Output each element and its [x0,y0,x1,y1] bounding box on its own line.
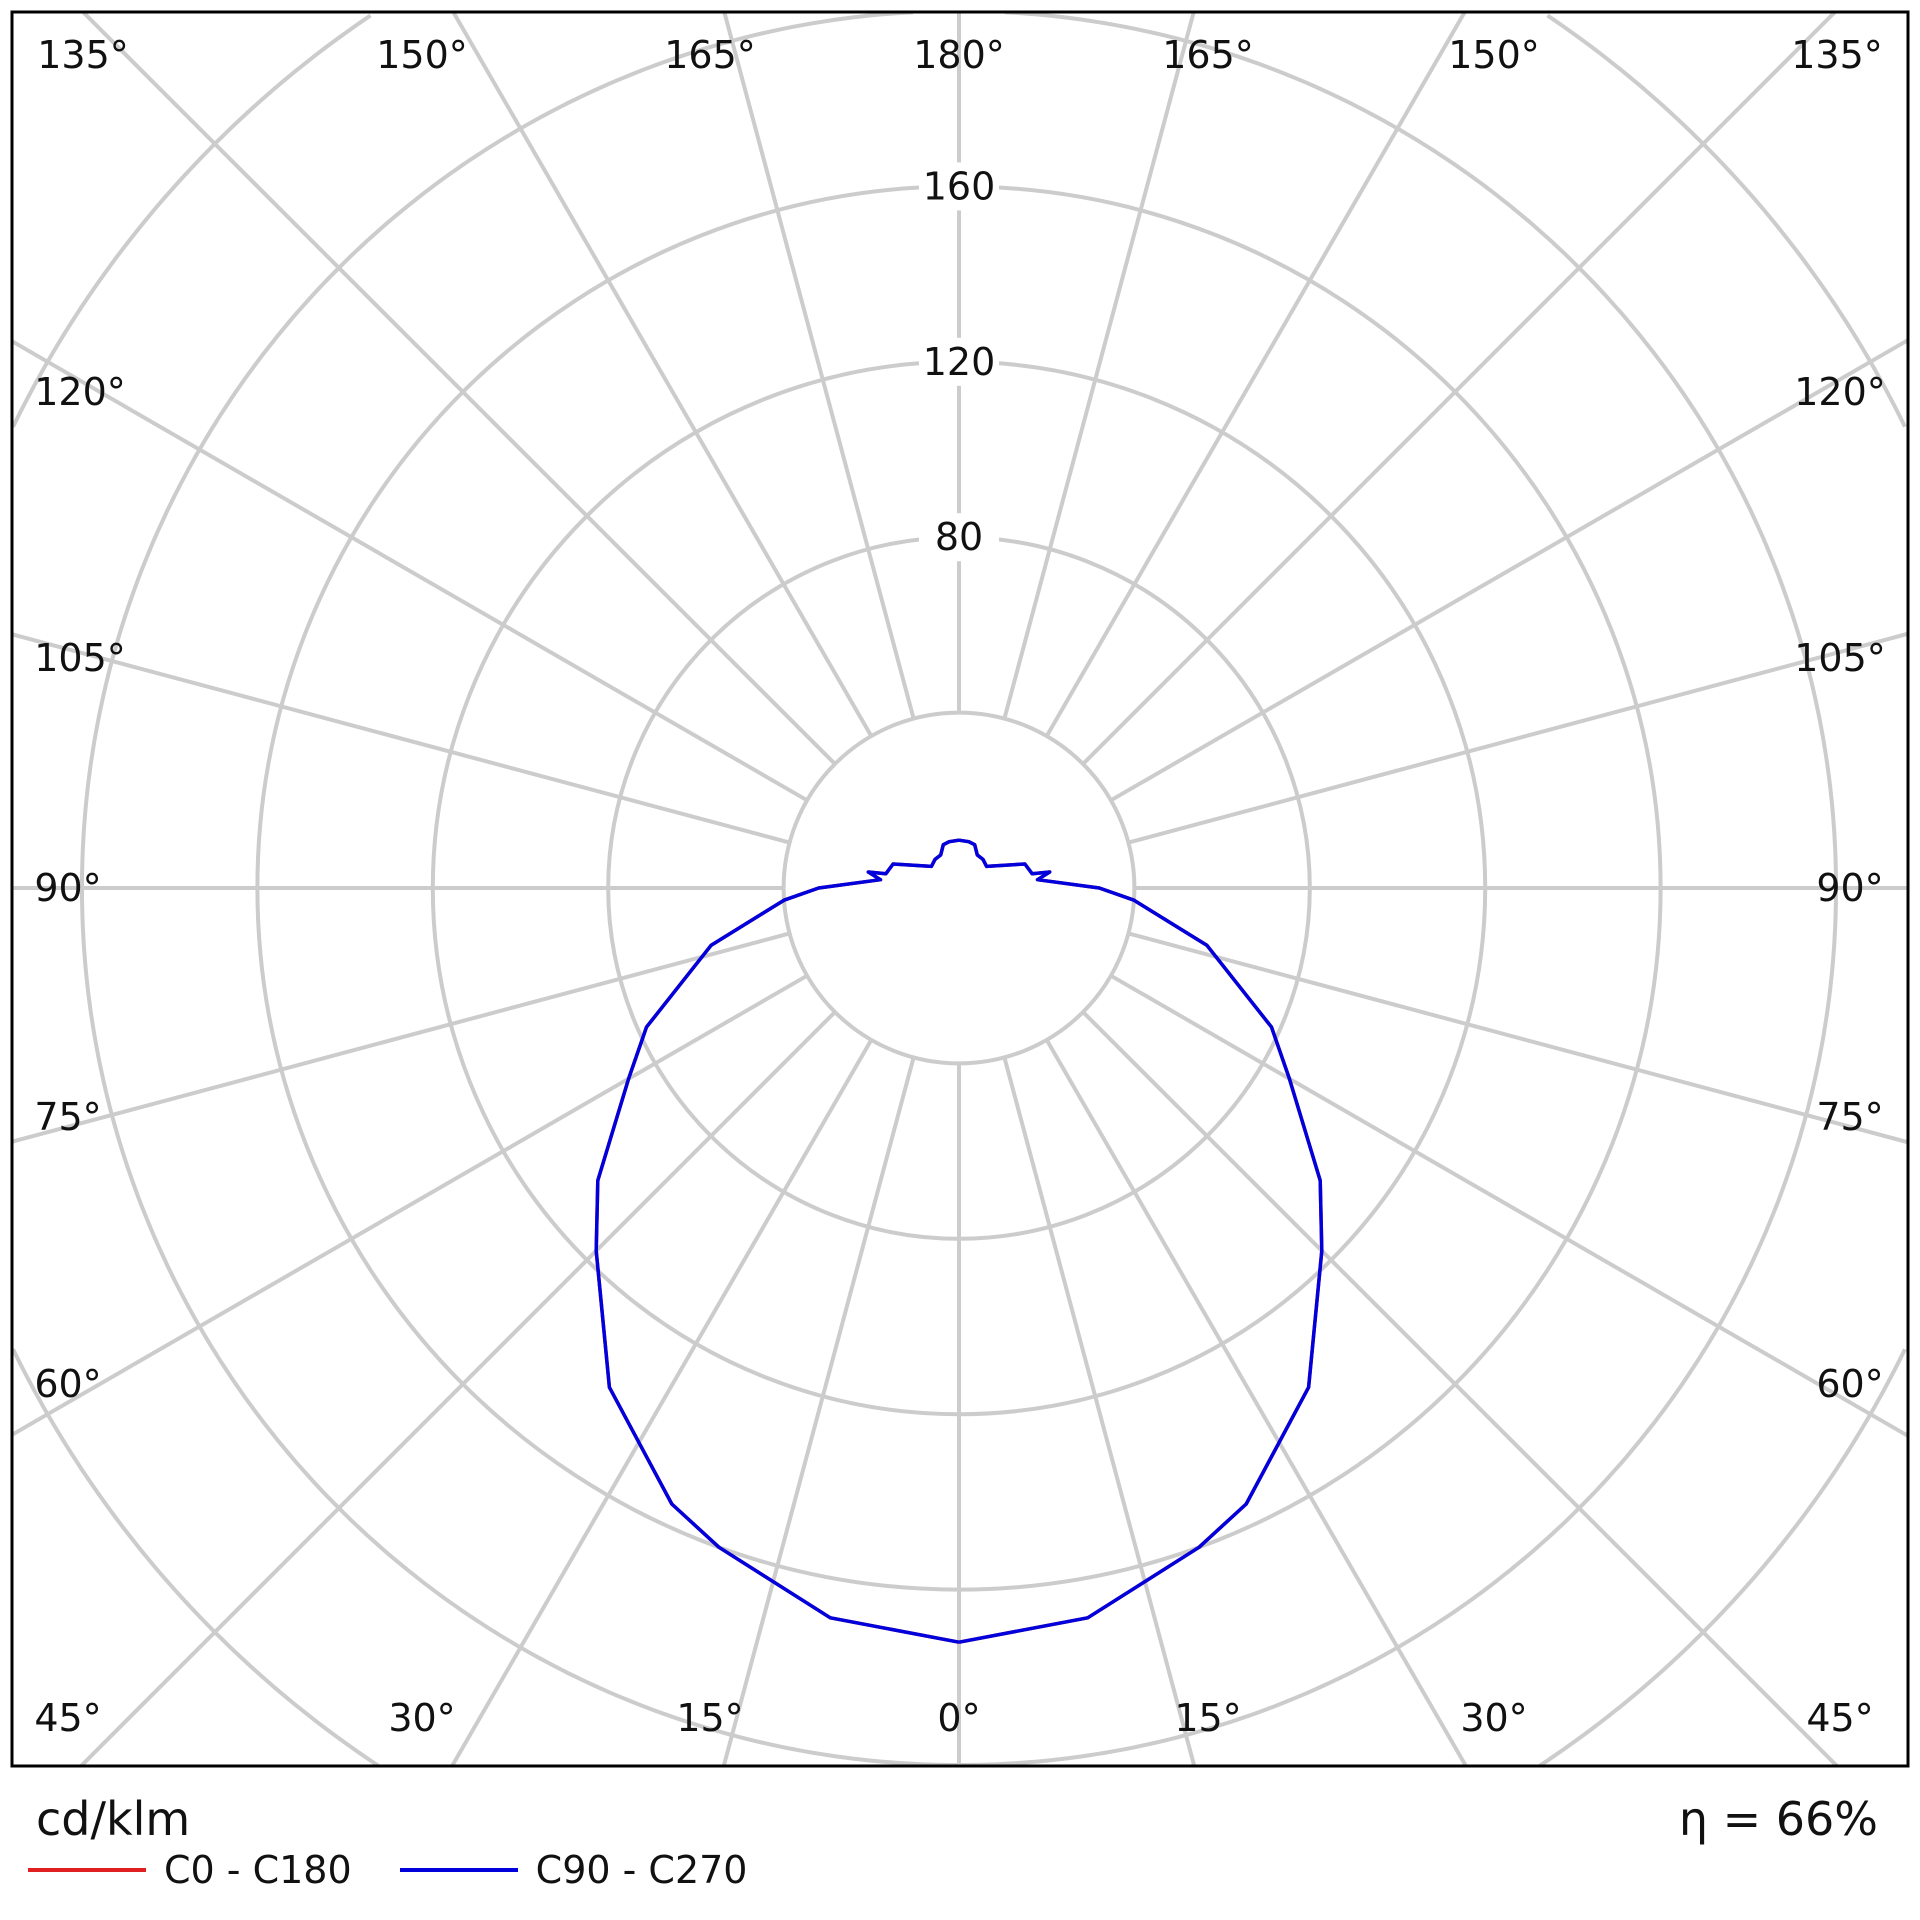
unit-label: cd/klm [36,1792,191,1846]
grid-spoke [1081,12,1837,766]
ring-label-bg [919,162,999,211]
legend-label: C90 - C270 [535,1848,748,1892]
angle-label-right: 105° [1794,636,1886,680]
ring-label: 160 [923,164,996,208]
grid-spoke [81,12,837,766]
grid-spoke [12,339,809,803]
angle-label-top: 135° [37,33,129,77]
grid-spoke [1109,338,1908,803]
grid-spoke [722,12,916,720]
angle-label-right: 75° [1816,1095,1883,1139]
angle-label-top: 180° [913,33,1005,77]
legend-item-c0-c180: C0 - C180 [28,1848,352,1892]
angle-label-right: 45° [1806,1696,1873,1740]
angle-label-right: 60° [1816,1362,1883,1406]
angle-label-left: 105° [34,636,126,680]
legend-swatch-c90-c270 [399,1868,518,1872]
series-curve-c90-c270 [594,838,1324,1644]
angle-label-bottom: 15° [1174,1696,1241,1740]
grid-spoke [451,12,874,738]
plot-frame [10,10,1910,1768]
legend: C0 - C180 C90 - C270 [28,1848,795,1892]
angle-label-bottom: 30° [388,1696,455,1740]
grid-spoke [79,1010,837,1766]
angle-label-bottom: 0° [937,1696,980,1740]
grid-spoke [1044,1038,1468,1766]
grid-spoke [450,1038,874,1766]
grid-spoke [1081,1010,1839,1766]
grid-spoke [1044,12,1467,738]
angle-label-right: 120° [1794,370,1886,414]
angle-label-top: 135° [1791,33,1883,77]
angle-label-top: 165° [1162,33,1254,77]
ring-label: 80 [935,515,983,559]
angle-label-right: 90° [1816,866,1883,910]
legend-item-c90-c270: C90 - C270 [399,1848,748,1892]
grid-ring [12,13,1907,1766]
angle-label-bottom: 15° [676,1696,743,1740]
legend-swatch-c0-c180 [28,1868,146,1872]
angle-label-left: 45° [34,1696,101,1740]
efficiency-label: η = 66% [1678,1792,1878,1846]
ring-label: 120 [923,340,996,384]
angle-label-top: 150° [376,33,468,77]
grid-spoke [1127,931,1908,1145]
angle-label-left: 75° [34,1095,101,1139]
grid-spoke [1127,631,1908,845]
grid-spoke [1109,973,1908,1438]
angle-label-top: 165° [664,33,756,77]
legend-label: C0 - C180 [164,1848,352,1892]
grid-spoke [12,931,791,1144]
grid-spoke [1002,12,1196,720]
angle-label-top: 150° [1448,33,1540,77]
angle-label-bottom: 30° [1460,1696,1527,1740]
angle-label-left: 90° [34,866,101,910]
grid-spoke [1002,1056,1197,1766]
grid-spoke [12,632,791,845]
grid-spoke [721,1056,916,1766]
ring-label-bg [919,513,999,562]
grid-spoke [12,973,809,1437]
grid-ring [80,12,1838,1766]
angle-label-left: 120° [34,370,126,414]
grid-ring [781,710,1137,1066]
angle-label-left: 60° [34,1362,101,1406]
ring-label-bg [919,337,999,386]
